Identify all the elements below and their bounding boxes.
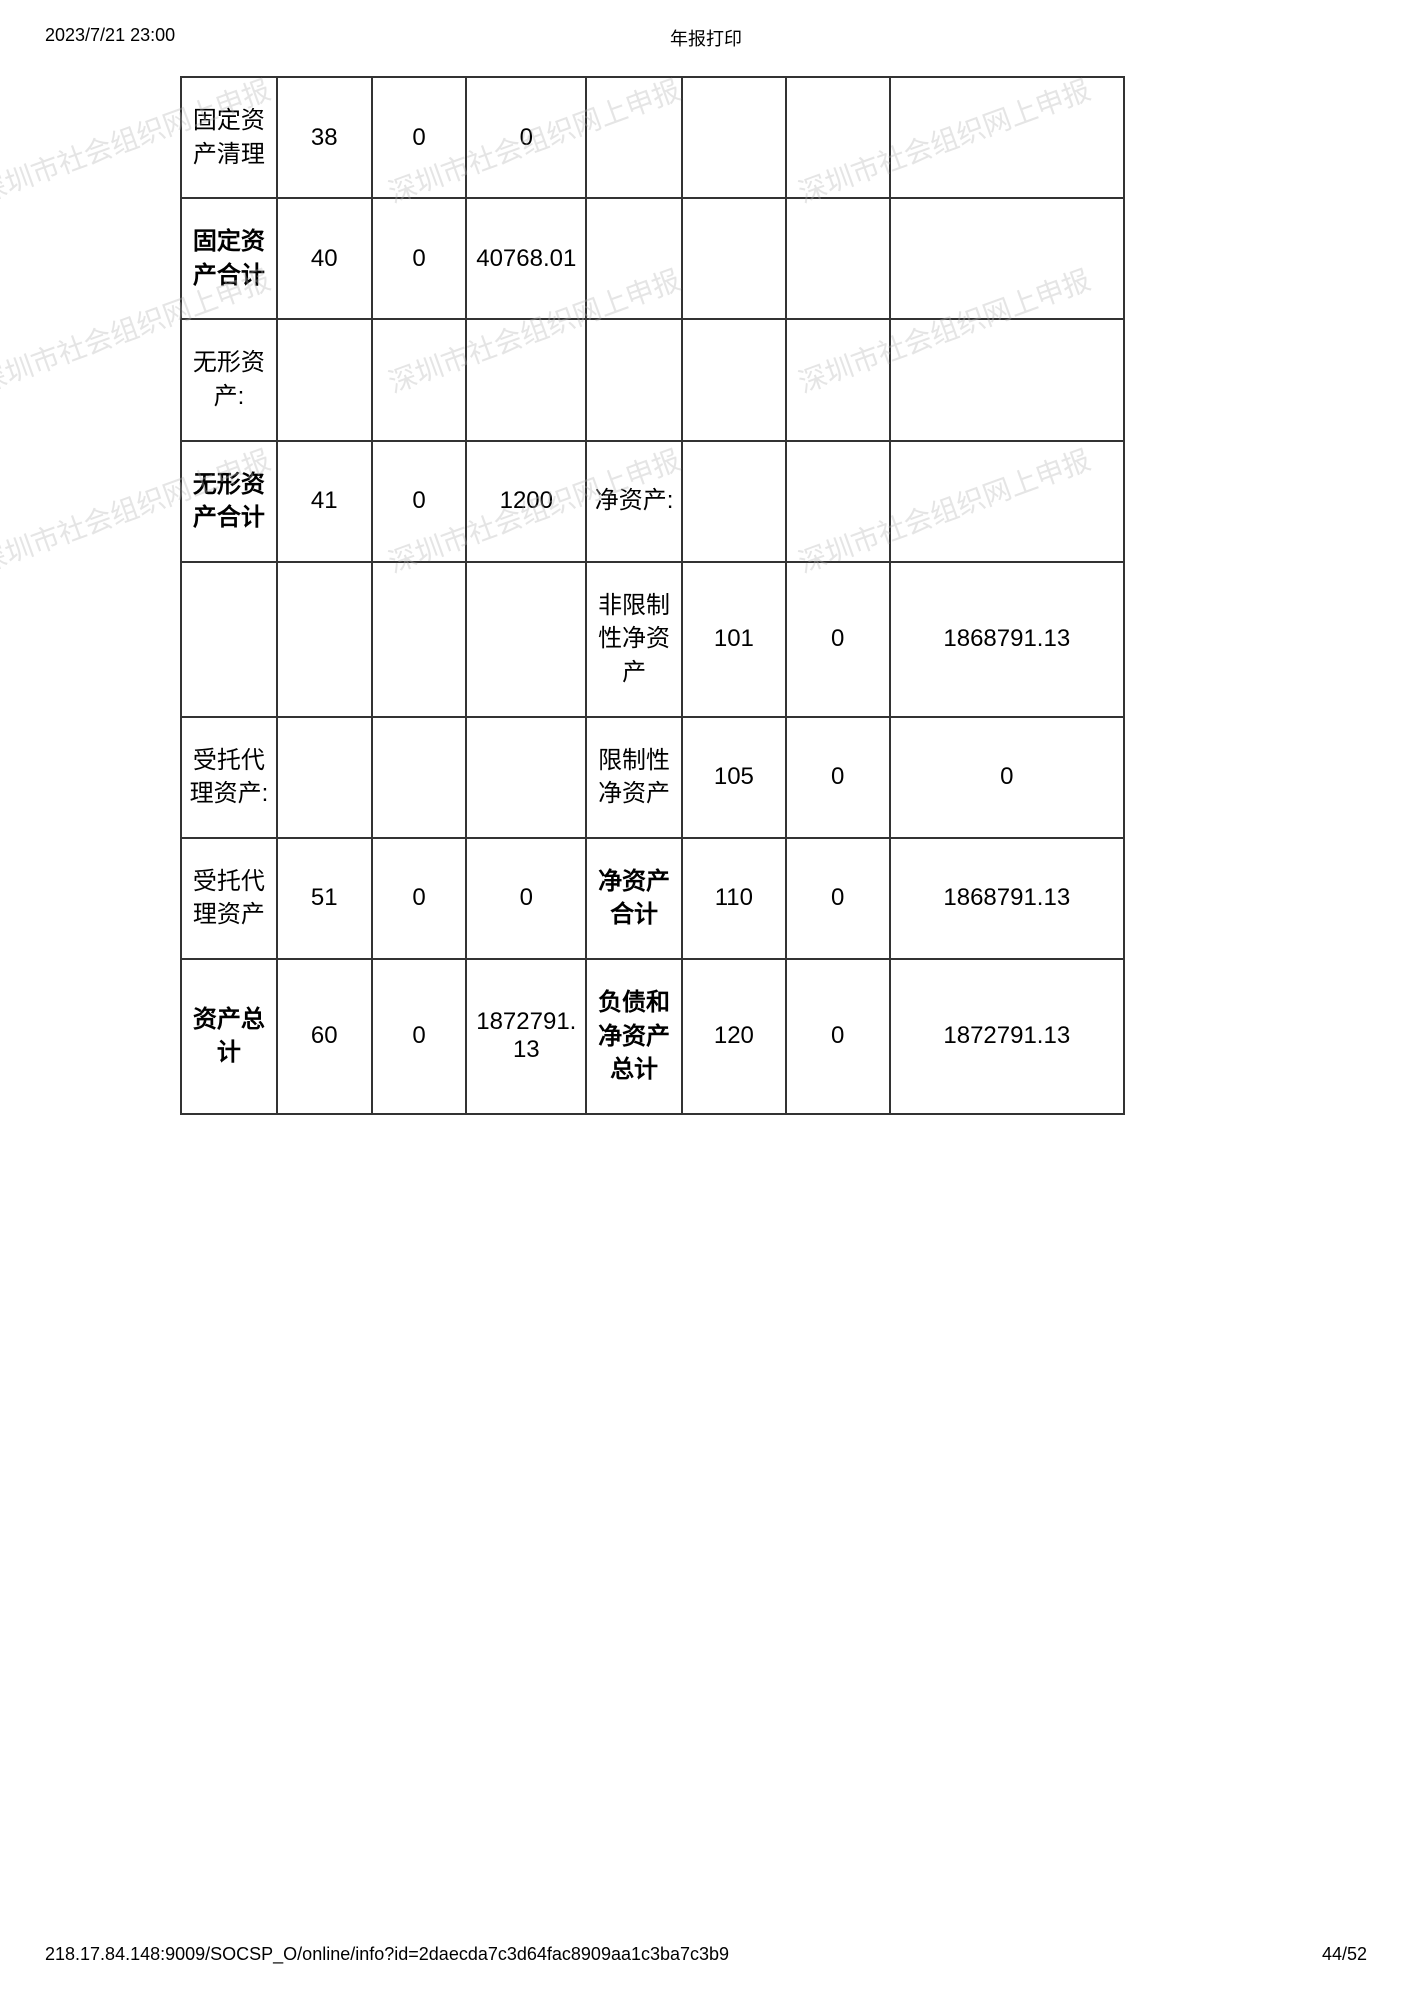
table-row: 受托代理资产:限制性净资产10500: [181, 717, 1124, 838]
row-linenum-left: 51: [277, 838, 372, 959]
row-label-right: 负债和净资产总计: [586, 959, 682, 1114]
row-linenum-left: [277, 717, 372, 838]
row-begin-right: 0: [786, 562, 890, 717]
row-linenum-right: [682, 77, 786, 198]
row-linenum-right: 120: [682, 959, 786, 1114]
row-label-left: 无形资产合计: [181, 441, 277, 562]
row-label-left: 受托代理资产: [181, 838, 277, 959]
row-label-left: 无形资产:: [181, 319, 277, 440]
row-begin-right: [786, 441, 890, 562]
row-value-left: 40768.01: [466, 198, 586, 319]
row-value-right: [890, 441, 1124, 562]
row-label-left: 固定资产清理: [181, 77, 277, 198]
row-label-right: 非限制性净资产: [586, 562, 682, 717]
table-row: 非限制性净资产10101868791.13: [181, 562, 1124, 717]
row-value-left: 1872791.13: [466, 959, 586, 1114]
row-value-left: 0: [466, 77, 586, 198]
row-label-right: [586, 198, 682, 319]
row-begin-left: [372, 562, 467, 717]
row-linenum-left: 38: [277, 77, 372, 198]
page-title: 年报打印: [670, 25, 742, 51]
row-value-right: 1872791.13: [890, 959, 1124, 1114]
row-label-right: 净资产合计: [586, 838, 682, 959]
row-label-left: 受托代理资产:: [181, 717, 277, 838]
row-linenum-right: [682, 319, 786, 440]
table-container: 固定资产清理3800固定资产合计40040768.01无形资产:无形资产合计41…: [180, 76, 1412, 1115]
table-row: 无形资产:: [181, 319, 1124, 440]
row-begin-right: 0: [786, 838, 890, 959]
row-value-right: [890, 77, 1124, 198]
row-begin-left: 0: [372, 959, 467, 1114]
row-label-left: 固定资产合计: [181, 198, 277, 319]
table-row: 资产总计6001872791.13负债和净资产总计12001872791.13: [181, 959, 1124, 1114]
row-linenum-left: 60: [277, 959, 372, 1114]
row-value-left: 1200: [466, 441, 586, 562]
row-linenum-left: 41: [277, 441, 372, 562]
page-footer: 218.17.84.148:9009/SOCSP_O/online/info?i…: [0, 1944, 1412, 1965]
row-begin-left: 0: [372, 441, 467, 562]
row-begin-right: 0: [786, 717, 890, 838]
row-linenum-left: [277, 562, 372, 717]
row-label-right: [586, 319, 682, 440]
row-value-right: 1868791.13: [890, 562, 1124, 717]
print-timestamp: 2023/7/21 23:00: [45, 25, 175, 46]
row-value-right: [890, 198, 1124, 319]
balance-sheet-table: 固定资产清理3800固定资产合计40040768.01无形资产:无形资产合计41…: [180, 76, 1125, 1115]
row-begin-left: [372, 717, 467, 838]
row-begin-right: [786, 198, 890, 319]
row-value-right: 0: [890, 717, 1124, 838]
row-linenum-right: 105: [682, 717, 786, 838]
row-linenum-right: [682, 441, 786, 562]
row-label-left: 资产总计: [181, 959, 277, 1114]
table-row: 固定资产合计40040768.01: [181, 198, 1124, 319]
row-label-left: [181, 562, 277, 717]
row-value-left: [466, 717, 586, 838]
footer-url: 218.17.84.148:9009/SOCSP_O/online/info?i…: [45, 1944, 729, 1965]
table-row: 无形资产合计4101200净资产:: [181, 441, 1124, 562]
page-header: 2023/7/21 23:00 年报打印: [0, 0, 1412, 56]
row-label-right: [586, 77, 682, 198]
row-label-right: 净资产:: [586, 441, 682, 562]
row-linenum-left: 40: [277, 198, 372, 319]
row-value-right: [890, 319, 1124, 440]
row-linenum-right: [682, 198, 786, 319]
table-row: 固定资产清理3800: [181, 77, 1124, 198]
row-begin-left: 0: [372, 198, 467, 319]
footer-page-number: 44/52: [1322, 1944, 1367, 1965]
row-label-right: 限制性净资产: [586, 717, 682, 838]
row-linenum-right: 110: [682, 838, 786, 959]
row-begin-right: [786, 77, 890, 198]
row-linenum-left: [277, 319, 372, 440]
row-value-left: [466, 562, 586, 717]
row-begin-left: 0: [372, 77, 467, 198]
row-linenum-right: 101: [682, 562, 786, 717]
row-begin-left: [372, 319, 467, 440]
table-row: 受托代理资产5100净资产合计11001868791.13: [181, 838, 1124, 959]
row-value-left: [466, 319, 586, 440]
row-begin-left: 0: [372, 838, 467, 959]
row-value-right: 1868791.13: [890, 838, 1124, 959]
row-value-left: 0: [466, 838, 586, 959]
row-begin-right: 0: [786, 959, 890, 1114]
row-begin-right: [786, 319, 890, 440]
